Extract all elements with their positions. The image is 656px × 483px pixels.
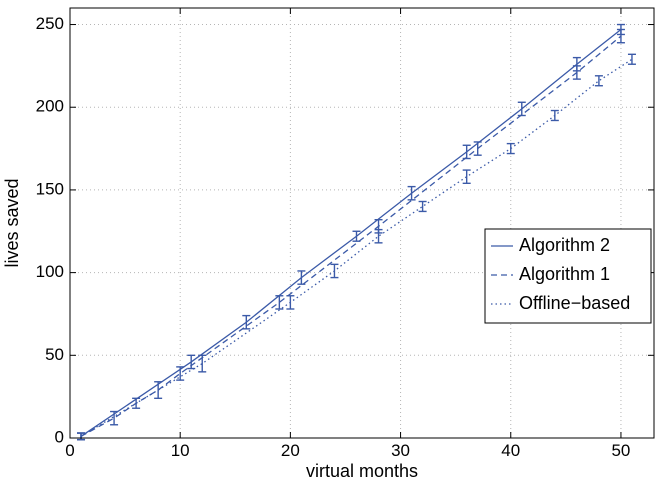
series-2-error-bar: [154, 381, 163, 400]
series-3-error-bar: [286, 295, 295, 310]
series-3-error-bar: [627, 53, 636, 65]
legend-label: Algorithm 2: [519, 235, 610, 255]
y-axis-label: lives saved: [2, 178, 22, 267]
x-tick-label: 50: [611, 441, 630, 460]
series-3-error-bar: [418, 200, 427, 213]
series-3-line: [80, 58, 633, 437]
x-tick-label: 40: [501, 441, 520, 460]
series-1-error-bar: [242, 314, 251, 330]
grid: [70, 8, 654, 438]
series-3-error-bar: [77, 432, 86, 441]
series-3-error-bar: [462, 169, 471, 185]
series-2-error-bar: [176, 366, 185, 381]
ticks: 0 10 20 30 40 50 0 50 100 150 200 250: [36, 8, 654, 460]
legend: Algorithm 2 Algorithm 1 Offline−based: [484, 228, 652, 324]
y-tick-label: 0: [55, 427, 64, 446]
y-tick-label: 200: [36, 97, 64, 116]
y-tick-label: 50: [45, 345, 64, 364]
x-tick-label: 0: [65, 441, 74, 460]
legend-label: Offline−based: [519, 293, 630, 313]
x-tick-label: 30: [391, 441, 410, 460]
series-2-line: [80, 35, 622, 437]
series-2-error-bar: [572, 65, 581, 80]
series-layer: [77, 23, 636, 441]
series-2-error-bar: [616, 28, 625, 44]
legend-box: [484, 228, 652, 324]
series-3-error-bar: [594, 75, 603, 87]
series-1-line: [80, 28, 622, 437]
series-3-error-bar: [374, 228, 383, 244]
series-3-error-bar: [198, 354, 207, 373]
y-tick-label: 250: [36, 14, 64, 33]
series-2-error-bar: [275, 295, 284, 310]
y-tick-label: 150: [36, 179, 64, 198]
x-tick-label: 20: [281, 441, 300, 460]
x-axis-label: virtual months: [306, 461, 418, 481]
series-3-error-bar: [330, 263, 339, 279]
series-3-error-bar: [550, 109, 559, 122]
legend-label: Algorithm 1: [519, 264, 610, 284]
series-1-error-bar: [407, 185, 416, 201]
series-2-error-bar: [473, 141, 482, 156]
y-tick-label: 100: [36, 262, 64, 281]
series-2-error-bar: [110, 410, 119, 426]
plot-frame: [69, 7, 655, 439]
x-tick-label: 10: [171, 441, 190, 460]
plot-background: [70, 8, 654, 438]
series-3-error-bar: [506, 142, 515, 155]
